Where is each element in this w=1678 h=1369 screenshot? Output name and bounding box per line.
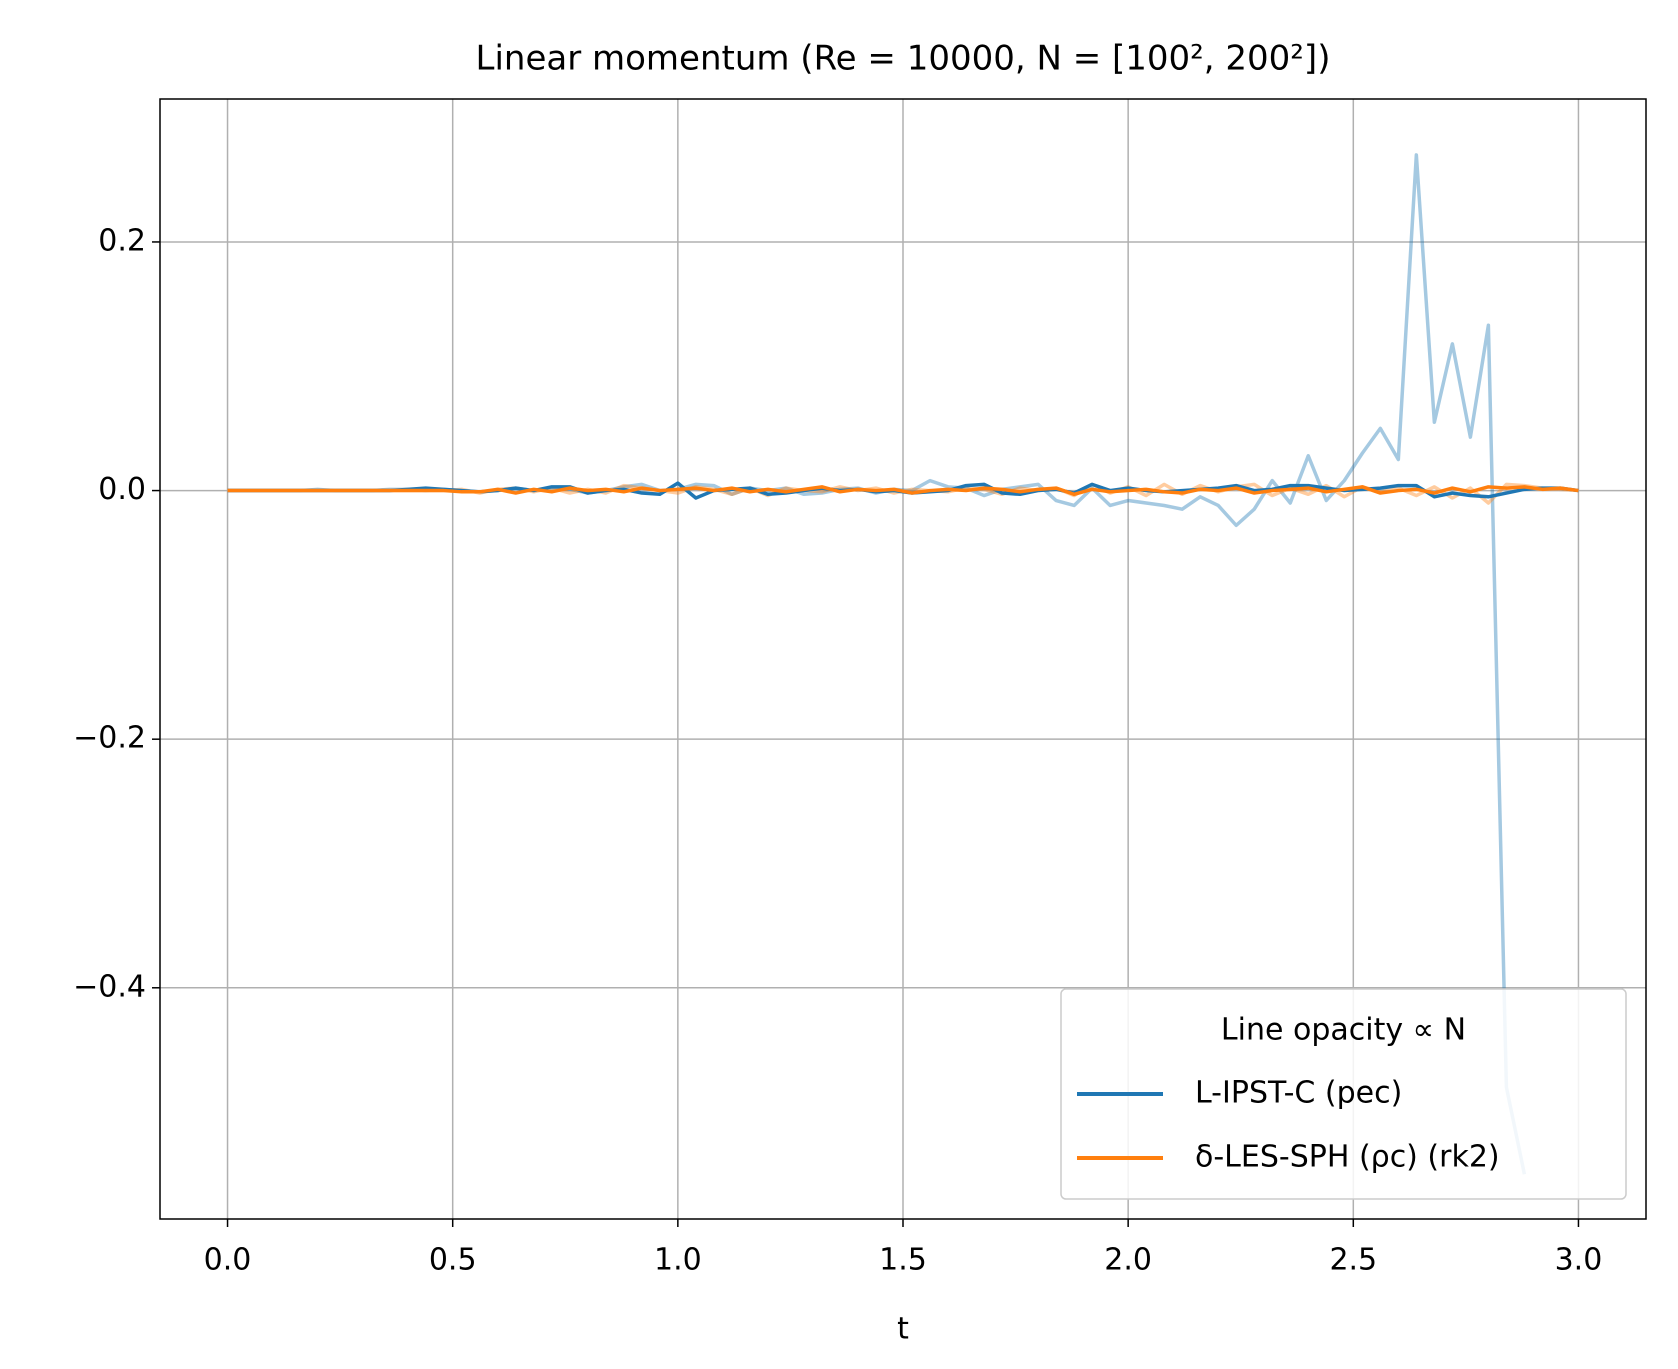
- chart-title: Linear momentum (Re = 10000, N = [100², …: [476, 39, 1331, 79]
- plot-frame: [159, 98, 1647, 1220]
- x-tick-label: 1.0: [654, 1243, 702, 1278]
- x-tick-label: 0.5: [429, 1243, 477, 1278]
- y-tick-label: −0.2: [73, 721, 146, 756]
- x-tick-label: 1.5: [879, 1243, 927, 1278]
- series-line: [227, 485, 1579, 497]
- legend-title: Line opacity ∝ N: [1221, 1013, 1466, 1048]
- y-tick-label: −0.4: [73, 969, 146, 1004]
- x-axis-label: t: [897, 1312, 909, 1347]
- x-tick-label: 0.0: [204, 1243, 252, 1278]
- y-tick-label: 0.0: [98, 472, 146, 507]
- x-tick-label: 3.0: [1555, 1243, 1603, 1278]
- legend-box: [1060, 988, 1627, 1200]
- x-tick-label: 2.0: [1104, 1243, 1152, 1278]
- x-tick-label: 2.5: [1329, 1243, 1377, 1278]
- legend-label: δ-LES-SPH (ρc) (rk2): [1195, 1140, 1500, 1175]
- legend-label: L-IPST-C (pec): [1195, 1076, 1402, 1111]
- y-tick-label: 0.2: [98, 223, 146, 258]
